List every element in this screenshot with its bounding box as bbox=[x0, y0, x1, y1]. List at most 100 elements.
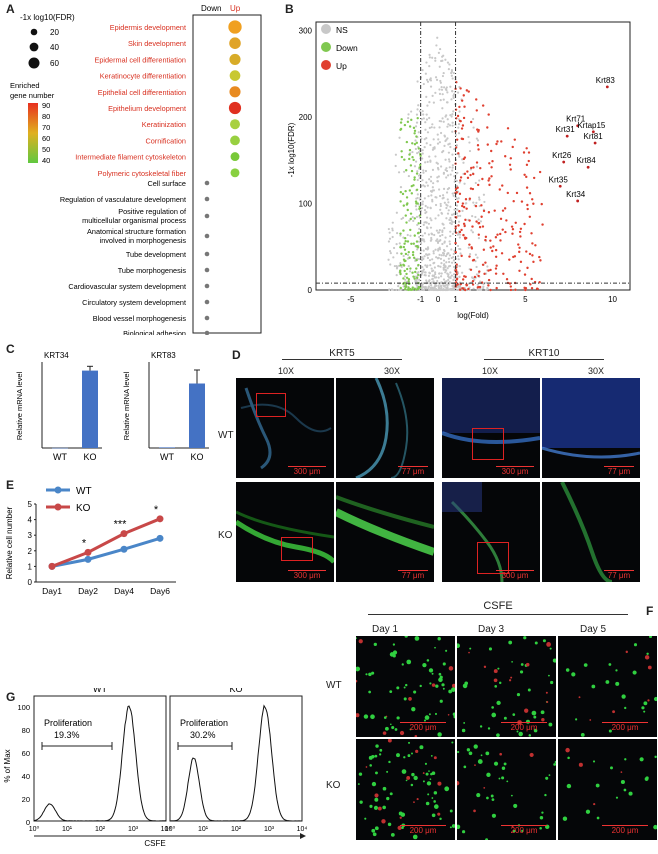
data-point bbox=[48, 562, 56, 570]
term-label-up: Cornification bbox=[145, 136, 186, 145]
legend-label: NS bbox=[336, 25, 348, 35]
term-label-down: Biological adhesion bbox=[123, 329, 186, 335]
legend-label: KO bbox=[76, 503, 91, 514]
qpcr-bar-charts: KRT34 Relative mRNA level WT KO KRT83 Relativ… bbox=[15, 351, 209, 462]
panel-label-a: A bbox=[6, 2, 15, 16]
color-legend-title: Enriched bbox=[10, 81, 40, 90]
panel-label-c: C bbox=[6, 342, 15, 356]
gene-label: Krt34 bbox=[566, 190, 586, 199]
header-up: Up bbox=[230, 4, 241, 13]
enrichment-dot-down bbox=[204, 180, 210, 186]
x-tick: 10⁰ bbox=[165, 825, 176, 833]
scalebar-77: 77 μm bbox=[398, 466, 428, 476]
gate-label: Proliferation bbox=[44, 718, 92, 728]
gene-point bbox=[565, 134, 569, 138]
enrichment-dot-down bbox=[204, 330, 210, 336]
histogram-title: KO bbox=[229, 688, 242, 694]
x-tick: 10⁴ bbox=[161, 826, 172, 833]
term-label-down: Cell surface bbox=[147, 179, 186, 188]
gene-label: Krt35 bbox=[549, 175, 569, 184]
term-label-up: Keratinization bbox=[142, 120, 186, 129]
panel-c: KRT34 Relative mRNA level WT KO KRT83 Relativ… bbox=[0, 340, 230, 470]
color-legend-title: gene number bbox=[10, 91, 55, 100]
y-tick: 5 bbox=[28, 500, 33, 509]
color-legend-bar bbox=[28, 103, 38, 163]
gene-label: Krt84 bbox=[577, 156, 597, 165]
gene-label: Krt83 bbox=[596, 76, 616, 85]
data-point bbox=[120, 545, 128, 553]
plot-frame bbox=[315, 21, 631, 291]
size-legend-label: 60 bbox=[50, 59, 59, 68]
x-category: Day4 bbox=[114, 586, 134, 596]
x-category: Day1 bbox=[42, 586, 62, 596]
bar bbox=[159, 447, 175, 448]
term-label-up: Skin development bbox=[128, 39, 186, 48]
y-tick: 0 bbox=[28, 578, 33, 587]
color-legend-tick: 60 bbox=[42, 134, 50, 143]
term-label-down: Blood vessel morphogenesis bbox=[93, 314, 187, 323]
day3-label: Day 3 bbox=[478, 624, 505, 635]
enrichment-dot-down bbox=[204, 283, 210, 289]
scalebar-300: 300 μm bbox=[288, 466, 326, 476]
gene-label: Krtap15 bbox=[577, 121, 606, 130]
scalebar-77: 77 μm bbox=[604, 466, 634, 476]
micro-krt5-ko-10x: 300 μm bbox=[236, 482, 334, 582]
y-tick: 300 bbox=[299, 27, 313, 36]
arrow-head bbox=[300, 833, 306, 839]
gene-label: Krt26 bbox=[552, 151, 572, 160]
term-label-up: Intermediate filament cytoskeleton bbox=[75, 153, 186, 162]
mag-30x-krt10: 30X bbox=[588, 366, 605, 376]
x-tick: 10¹ bbox=[62, 826, 73, 833]
micro-krt10-ko-10x: 300 μm bbox=[442, 482, 540, 582]
size-legend-dot bbox=[28, 57, 40, 69]
volcano-plot: -1x log10(FDR) log(Fold) -5 -1 0 1 5 10 300 200 10… bbox=[287, 21, 631, 320]
enrichment-dot-down bbox=[204, 196, 210, 202]
panel-a: -1x log10(FDR) 20 40 60 Enriched gene number 9… bbox=[0, 0, 270, 338]
scalebar-300: 300 μm bbox=[496, 570, 534, 580]
term-label-down: Circulatory system development bbox=[82, 298, 186, 307]
micro-krt5-wt-10x: 300 μm bbox=[236, 378, 334, 478]
term-label-down: Regulation of vasculature development bbox=[60, 195, 186, 204]
panel-label-b: B bbox=[285, 2, 294, 16]
krt5-header: KRT5 bbox=[282, 348, 402, 360]
enrichment-bubble bbox=[229, 53, 241, 65]
mag-30x-krt5: 30X bbox=[384, 366, 401, 376]
y-axis-label: Relative mRNA level bbox=[122, 371, 131, 440]
significance-mark: * bbox=[154, 504, 159, 516]
term-label-up: Epithelium development bbox=[108, 104, 186, 113]
panel-e: 5 4 3 2 1 0 Relative cell number Day1 Day2 Day4 Da… bbox=[0, 476, 230, 606]
size-legend-title: -1x log10(FDR) bbox=[20, 13, 75, 22]
gene-point bbox=[576, 124, 580, 128]
enrichment-dot-down bbox=[204, 267, 210, 273]
legend-dot bbox=[321, 24, 331, 34]
y-axis-label: Relative cell number bbox=[5, 506, 14, 579]
csfe-image-tile: 200 μm bbox=[356, 636, 455, 737]
panel-label-d: D bbox=[232, 348, 241, 362]
panel-d: KRT5 KRT10 10X 30X 10X 30X WT KO 300 μm … bbox=[218, 340, 658, 590]
gene-label: Krt81 bbox=[584, 132, 604, 141]
term-label-down: multicellular organismal process bbox=[82, 216, 186, 225]
scalebar-200: 200 μm bbox=[400, 825, 446, 835]
term-label-down: Cardiovascular system development bbox=[68, 282, 186, 291]
term-label-down: involved in morphogenesis bbox=[100, 236, 187, 245]
panel-label-g: G bbox=[6, 690, 16, 704]
scalebar-200: 200 μm bbox=[501, 722, 547, 732]
flow-cytometry-histograms: % of Max 100 80 60 40 20 0 CSFE WT Proliferation 1… bbox=[3, 684, 307, 848]
histogram-title: WT bbox=[93, 688, 107, 694]
legend-label: Up bbox=[336, 61, 347, 71]
enrichment-bubble bbox=[229, 37, 241, 49]
data-point bbox=[84, 555, 92, 563]
gate-value: 19.3% bbox=[54, 730, 80, 740]
y-tick: 0 bbox=[26, 818, 30, 827]
x-axis-label: log(Fold) bbox=[457, 311, 489, 320]
gate-label: Proliferation bbox=[180, 718, 228, 728]
legend-dot bbox=[321, 42, 331, 52]
micro-krt5-ko-30x: 77 μm bbox=[336, 482, 434, 582]
histogram-curve bbox=[169, 704, 303, 822]
row-label-ko: KO bbox=[218, 530, 233, 541]
size-legend-dot bbox=[30, 28, 38, 36]
y-axis-label: Relative mRNA level bbox=[15, 371, 24, 440]
enrichment-bubble bbox=[229, 86, 241, 98]
gene-point bbox=[593, 141, 597, 145]
x-category: KO bbox=[190, 452, 203, 462]
